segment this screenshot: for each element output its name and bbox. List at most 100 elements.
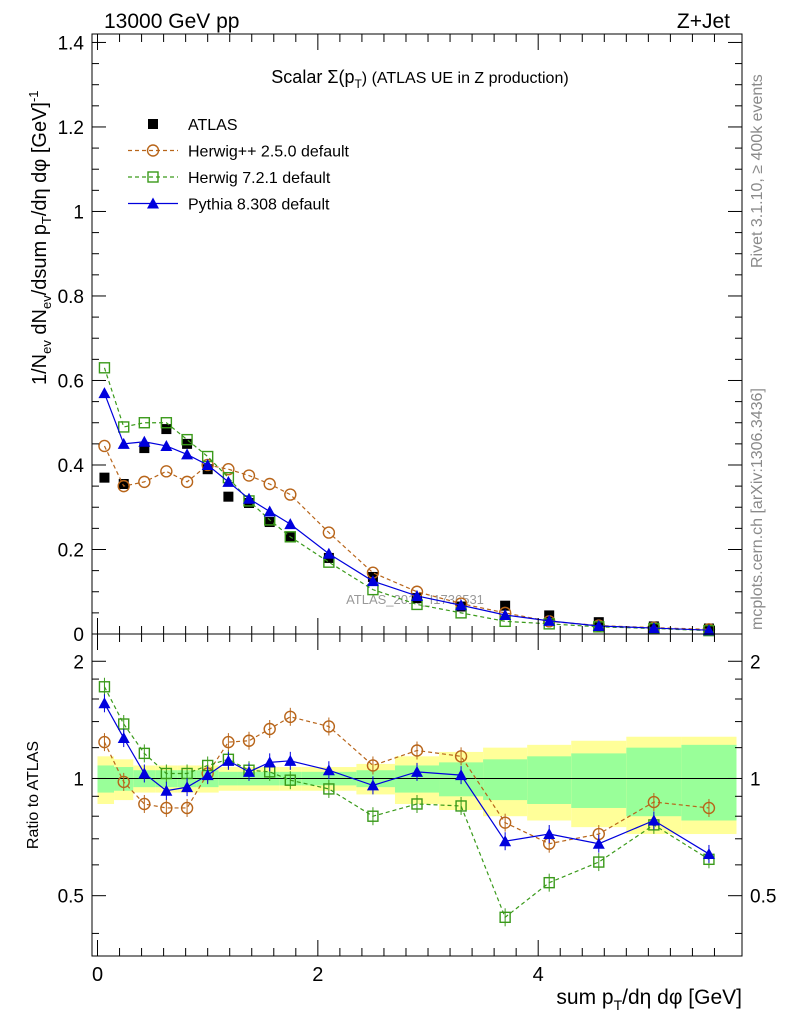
main-ytick-label-6: 1.2: [58, 118, 84, 139]
point-atlas-0: [99, 472, 110, 483]
point-pythia-6: [222, 475, 235, 487]
point-atlas-2: [139, 443, 150, 454]
band-inner-segment: [97, 765, 115, 793]
main-y-axis-label: 1/Nev dNev/dsum pT/dη dφ [GeV]-1: [26, 90, 54, 385]
ratio-point-pythia-0: [98, 697, 111, 709]
ratio-point-herwigpp-12: [410, 744, 424, 757]
ratio-point-pythia-10: [322, 764, 335, 776]
ratio-point-herwigpp-2: [138, 797, 151, 811]
point-pythia-0: [98, 387, 111, 399]
point-herwigpp-3: [160, 465, 173, 478]
ratio-point-herwigpp-11: [366, 759, 380, 772]
band-inner-segment: [527, 756, 572, 804]
point-pythia-16: [592, 619, 605, 631]
ratio-plot-frame: [91, 633, 743, 957]
point-herwig7-9: [284, 531, 297, 543]
main-ytick-label-7: 1.4: [58, 33, 85, 54]
legend-marker-herwig7: [147, 171, 159, 183]
point-pythia-5: [201, 458, 214, 470]
point-herwigpp-4: [180, 475, 194, 489]
point-herwig7-3: [160, 417, 173, 429]
point-pythia-3: [160, 439, 173, 451]
legend-marker-herwigpp: [146, 144, 160, 157]
point-atlas-14: [500, 600, 511, 611]
ratio-point-herwigpp-13: [454, 750, 468, 763]
ratio-point-herwigpp-18: [702, 801, 716, 815]
point-herwigpp-2: [138, 475, 151, 489]
point-pythia-9: [284, 518, 297, 530]
point-pythia-11: [366, 575, 379, 587]
legend-marker-atlas: [148, 119, 158, 129]
ratio-series-herwig7: [98, 677, 715, 927]
ratio-point-pythia-11: [366, 779, 379, 791]
main-ytick-label-1: 0.2: [58, 540, 84, 561]
ratio-point-herwig7-12: [411, 798, 423, 810]
main-ytick-label-4: 0.8: [58, 287, 84, 308]
point-atlas-6: [223, 491, 234, 502]
mcplots-label: mcplots.cern.ch [arXiv:1306.3436]: [749, 388, 766, 630]
ratio-point-herwig7-2: [138, 747, 151, 760]
point-herwig7-2: [138, 417, 151, 429]
ratio-point-pythia-17: [647, 814, 660, 826]
point-pythia-4: [181, 448, 194, 460]
point-herwig7-4: [181, 433, 193, 446]
band-inner-segment: [483, 759, 528, 801]
point-herwigpp-8: [263, 477, 276, 491]
point-herwig7-1: [118, 421, 130, 433]
legend-label-herwig7: Herwig 7.2.1 default: [188, 170, 331, 187]
point-pythia-13: [455, 599, 468, 611]
ratio-point-herwig7-9: [284, 774, 297, 786]
legend-item-herwig7: Herwig 7.2.1 default: [128, 170, 331, 187]
ratio-point-pythia-15: [543, 828, 556, 840]
main-ytick-label-0: 0: [73, 625, 84, 646]
ratio-ytick-label-right-0: 0.5: [750, 887, 776, 908]
rivet-version-label: Rivet 3.1.10, ≥ 400k events: [749, 74, 766, 268]
ratio-series-herwigpp: [98, 707, 716, 853]
ratio-ytick-label-left-0: 0.5: [58, 887, 84, 908]
ratio-ytick-label-left-2: 2: [73, 652, 84, 673]
ratio-ytick-label-right-2: 2: [750, 652, 761, 673]
point-pythia-15: [543, 614, 556, 626]
ratio-point-pythia-8: [263, 756, 276, 768]
ratio-point-pythia-7: [242, 765, 255, 777]
legend-label-atlas: ATLAS: [188, 117, 238, 134]
ratio-panel: 0.5 0.5 1 1 2 2 0 2 4 Ratio to ATLAS sum pT/dη …: [25, 633, 776, 1013]
header-right-label: Z+Jet: [677, 10, 730, 33]
point-atlas-3: [161, 424, 172, 435]
ratio-point-herwigpp-14: [498, 816, 512, 829]
ratio-point-herwigpp-3: [160, 801, 173, 815]
legend-label-pythia: Pythia 8.308 default: [188, 197, 330, 214]
ratio-point-pythia-6: [222, 754, 235, 766]
ratio-point-herwig7-16: [593, 856, 605, 868]
ratio-point-herwig7-1: [118, 718, 130, 730]
ratio-point-herwigpp-6: [222, 735, 235, 749]
series-herwig7: [98, 362, 715, 637]
legend-marker-pythia: [147, 197, 159, 209]
chart-title: Scalar Σ(pT) (ATLAS UE in Z production): [271, 67, 568, 91]
ratio-ytick-label-left-1: 1: [73, 769, 84, 790]
ratio-point-herwigpp-17: [647, 795, 661, 809]
ratio-point-pythia-5: [201, 769, 214, 781]
point-pythia-2: [138, 435, 151, 447]
ratio-point-pythia-4: [181, 781, 194, 793]
ratio-point-pythia-14: [499, 835, 512, 847]
legend: ATLAS Herwig++ 2.5.0 default Herwig 7.2.1 …: [128, 117, 350, 214]
main-ytick-label-5: 1: [73, 202, 84, 223]
header-left-label: 13000 GeV pp: [104, 10, 239, 33]
ratio-point-pythia-18: [702, 847, 715, 859]
point-pythia-1: [117, 437, 130, 449]
ratio-point-herwig7-14: [499, 911, 511, 924]
legend-item-pythia: Pythia 8.308 default: [128, 197, 330, 214]
legend-item-herwigpp: Herwig++ 2.5.0 default: [128, 144, 350, 161]
band-inner-segment: [571, 753, 627, 808]
point-herwigpp-7: [242, 469, 256, 482]
ratio-point-herwigpp-1: [117, 775, 130, 789]
ratio-point-herwigpp-7: [242, 734, 256, 747]
point-pythia-14: [499, 608, 512, 620]
ratio-point-herwigpp-0: [98, 735, 111, 749]
line-herwig7: [103, 367, 709, 632]
point-pythia-8: [263, 505, 276, 517]
ratio-point-herwig7-11: [367, 810, 379, 822]
ratio-point-pythia-13: [455, 769, 468, 781]
